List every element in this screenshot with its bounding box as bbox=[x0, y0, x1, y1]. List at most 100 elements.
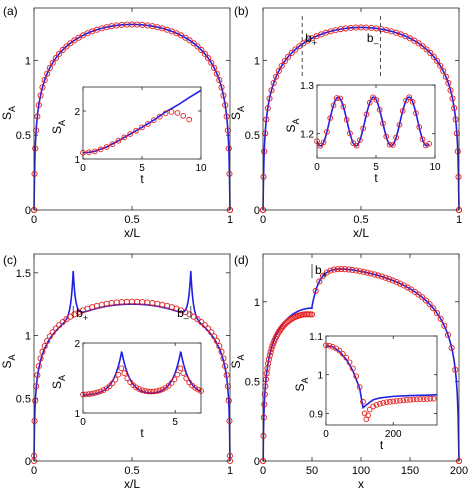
numerics-marker bbox=[422, 297, 429, 304]
inset-y-axis-label: SA bbox=[50, 375, 67, 389]
numerics-marker bbox=[386, 276, 393, 283]
inset-numerics-marker bbox=[346, 359, 353, 366]
inset-numerics-marker bbox=[390, 398, 397, 405]
panel-d: (d) 0 50 100 150 200 0 0.5 1 x SA b+ 0 200 0.9 1 1.1 t SA bbox=[229, 253, 468, 491]
inset-numerics-marker bbox=[363, 111, 370, 118]
inset-frame bbox=[316, 84, 436, 159]
numerics-marker bbox=[261, 391, 268, 398]
numerics-marker bbox=[41, 77, 48, 84]
numerics-marker bbox=[442, 73, 449, 80]
inset-numerics-marker bbox=[426, 140, 432, 147]
inset-numerics-marker bbox=[393, 398, 400, 404]
numerics-marker bbox=[364, 269, 371, 276]
inset-numerics-marker bbox=[186, 379, 193, 386]
numerics-marker bbox=[220, 355, 227, 362]
inset-numerics-marker bbox=[424, 396, 430, 402]
inset-ytick-label: 0.9 bbox=[309, 409, 323, 420]
inset-y-axis-label: SA bbox=[293, 377, 310, 391]
numerics-marker bbox=[33, 383, 40, 390]
inset-x-axis-label: t bbox=[140, 172, 144, 186]
inset-numerics-marker bbox=[97, 388, 104, 395]
inset-frame bbox=[325, 335, 438, 426]
inset-numerics-marker bbox=[118, 365, 125, 372]
main-xtick-label: 1 bbox=[456, 214, 462, 226]
numerics-marker bbox=[323, 269, 330, 276]
main-xtick-label: 1 bbox=[227, 214, 233, 226]
numerics-marker bbox=[342, 266, 349, 273]
main-xtick-label: 100 bbox=[352, 465, 370, 477]
inset-numerics-marker bbox=[393, 134, 399, 141]
numerics-marker bbox=[56, 50, 63, 57]
inset-numerics-marker bbox=[403, 397, 410, 403]
numerics-marker bbox=[393, 278, 400, 286]
numerics-marker bbox=[208, 59, 215, 66]
inset-numerics-marker bbox=[192, 384, 198, 391]
inset-numerics-marker bbox=[86, 391, 92, 397]
inset-plot-area bbox=[83, 87, 201, 159]
numerics-marker bbox=[430, 305, 437, 312]
numerics-marker bbox=[445, 80, 452, 87]
numerics-marker bbox=[226, 170, 233, 177]
x-axis-label: x/L bbox=[124, 226, 140, 240]
annotation-label: b+ bbox=[315, 263, 327, 280]
inset-x-axis-label: t bbox=[140, 426, 144, 440]
inset-numerics-marker bbox=[142, 388, 148, 394]
inset-numerics-marker bbox=[373, 97, 380, 103]
numerics-marker bbox=[260, 173, 267, 180]
inset-ytick-label: 1 bbox=[74, 155, 80, 166]
numerics-marker bbox=[360, 268, 367, 275]
panel-label: (b) bbox=[234, 4, 249, 18]
main-xtick-label: 1 bbox=[227, 465, 233, 477]
inset-numerics-marker bbox=[148, 388, 154, 395]
inset-numerics-marker bbox=[370, 403, 376, 410]
numerics-marker bbox=[367, 270, 374, 277]
numerics-marker bbox=[67, 40, 74, 47]
inset-numerics-marker bbox=[356, 384, 363, 390]
inset-ytick-label: 1.3 bbox=[300, 81, 314, 92]
inset-x-axis-label: t bbox=[380, 438, 384, 452]
inset-numerics-marker bbox=[186, 116, 193, 123]
numerics-marker bbox=[334, 266, 341, 273]
inset-numerics-marker bbox=[417, 396, 424, 402]
inset-numerics-marker bbox=[183, 375, 190, 382]
numerics-marker bbox=[225, 397, 232, 404]
numerics-marker bbox=[447, 87, 454, 94]
numerics-marker bbox=[312, 287, 319, 294]
numerics-marker bbox=[308, 311, 316, 318]
annotation-label: b+ bbox=[76, 306, 88, 323]
inset-numerics-marker bbox=[419, 136, 426, 143]
annotation-label: b+ bbox=[305, 31, 317, 48]
numerics-marker bbox=[266, 352, 273, 359]
main-xtick-label: 0.5 bbox=[353, 214, 368, 226]
numerics-marker bbox=[222, 363, 229, 370]
main-frame bbox=[33, 253, 231, 462]
numerics-marker bbox=[35, 363, 42, 370]
numerics-marker bbox=[285, 53, 292, 60]
numerics-marker bbox=[49, 59, 56, 66]
numerics-marker bbox=[288, 49, 295, 57]
main-ytick-label: 0.5 bbox=[16, 130, 31, 142]
inset-numerics-marker bbox=[376, 400, 383, 407]
inset-numerics-marker bbox=[409, 99, 416, 105]
inset-numerics-marker bbox=[124, 375, 131, 382]
theory-line bbox=[262, 268, 460, 462]
y-axis-label: SA bbox=[229, 354, 246, 368]
main-xtick-label: 200 bbox=[450, 465, 468, 477]
inset-plot-area bbox=[326, 336, 437, 425]
numerics-marker bbox=[33, 127, 40, 134]
inset-ytick-label: 2 bbox=[74, 107, 80, 118]
numerics-marker bbox=[216, 77, 223, 84]
numerics-marker bbox=[268, 87, 275, 94]
numerics-marker bbox=[454, 148, 461, 155]
inset-numerics-marker bbox=[115, 137, 122, 144]
numerics-marker bbox=[220, 92, 227, 99]
numerics-marker bbox=[451, 105, 458, 112]
main-frame bbox=[262, 7, 460, 211]
main-ytick-label: 0 bbox=[25, 205, 31, 217]
inset-theory-line bbox=[316, 96, 430, 147]
inset-numerics-marker bbox=[171, 376, 178, 383]
inset-numerics-marker bbox=[145, 121, 151, 127]
